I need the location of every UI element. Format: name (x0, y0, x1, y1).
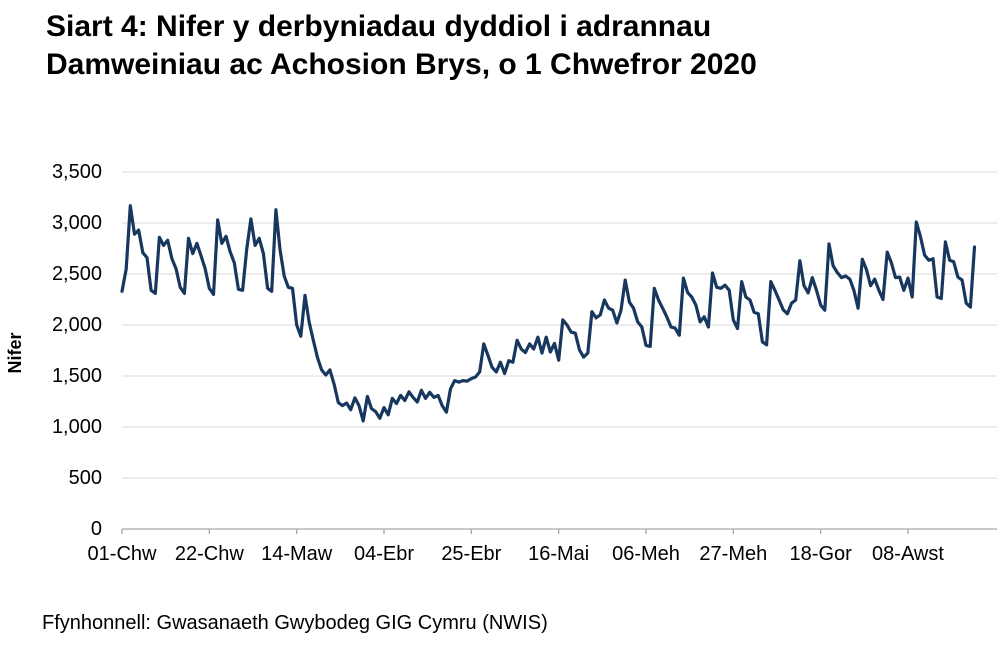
x-tick-label: 04-Ebr (353, 543, 415, 565)
chart-title: Siart 4: Nifer y derbyniadau dyddiol i a… (46, 8, 757, 84)
x-tick-label: 25-Ebr (441, 543, 502, 565)
chart-title-line1: Siart 4: Nifer y derbyniadau dyddiol i a… (46, 10, 712, 43)
y-tick-label: 1,000 (51, 416, 102, 438)
x-tick-label: 06-Meh (612, 543, 680, 565)
x-tick-label: 22-Chw (174, 543, 244, 565)
y-tick-label: 2,000 (51, 314, 102, 336)
y-tick-label: 500 (68, 467, 102, 489)
x-tick-label: 27-Meh (699, 543, 768, 565)
y-tick-label: 2,500 (51, 263, 102, 285)
x-tick-label: 08-Awst (872, 543, 944, 565)
x-tick-label: 16-Mai (528, 543, 590, 565)
x-tick-label: 18-Gor (789, 543, 852, 565)
x-tick-label: 01-Chw (87, 543, 157, 565)
y-tick-label: 3,000 (51, 212, 102, 234)
admissions-line-series (120, 204, 977, 423)
x-tick-label: 14-Maw (261, 543, 333, 565)
chart-title-line2: Damweiniau ac Achosion Brys, o 1 Chwefro… (46, 48, 757, 81)
y-tick-label: 0 (90, 518, 102, 540)
y-tick-label: 1,500 (51, 365, 102, 387)
y-tick-label: 3,500 (51, 161, 102, 183)
source-note: Ffynhonnell: Gwasanaeth Gwybodeg GIG Cym… (42, 612, 548, 634)
